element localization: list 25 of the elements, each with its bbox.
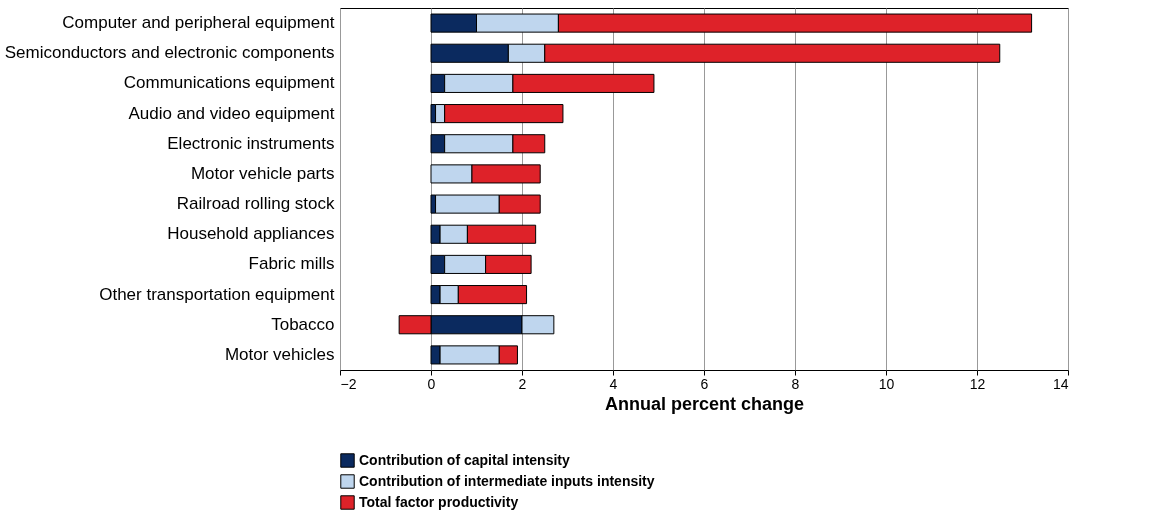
y-tick-label: Computer and peripheral equipment — [62, 13, 335, 33]
x-tick-label: 6 — [700, 375, 709, 392]
x-tick-label: 4 — [609, 375, 618, 392]
x-tick-label: 0 — [427, 375, 436, 392]
y-tick-label: Motor vehicle parts — [190, 163, 335, 183]
x-tick-label: 2 — [518, 375, 527, 392]
x-tick-label: 14 — [1052, 375, 1069, 392]
x-tick-label: 10 — [878, 375, 895, 392]
legend-label: Contribution of capital intensity — [359, 451, 570, 468]
legend-label: Total factor productivity — [359, 493, 519, 510]
y-tick-label: Semiconductors and electronic components — [4, 43, 335, 63]
y-tick-label: Railroad rolling stock — [176, 194, 335, 214]
x-axis-title: Annual percent change — [604, 393, 805, 414]
x-tick-label: −2 — [340, 375, 357, 392]
y-tick-label: Tobacco — [271, 314, 335, 334]
y-tick-label: Fabric mills — [248, 254, 335, 274]
y-tick-label: Motor vehicles — [224, 344, 335, 364]
legend-label: Contribution of intermediate inputs intensity — [359, 472, 655, 489]
x-tick-label: 8 — [791, 375, 800, 392]
y-tick-label: Other transportation equipment — [99, 284, 335, 304]
y-tick-label: Audio and video equipment — [128, 103, 335, 123]
y-tick-label: Communications equipment — [123, 73, 335, 93]
y-tick-label: Household appliances — [167, 224, 335, 244]
x-tick-label: 12 — [969, 375, 986, 392]
y-tick-label: Electronic instruments — [167, 133, 335, 153]
